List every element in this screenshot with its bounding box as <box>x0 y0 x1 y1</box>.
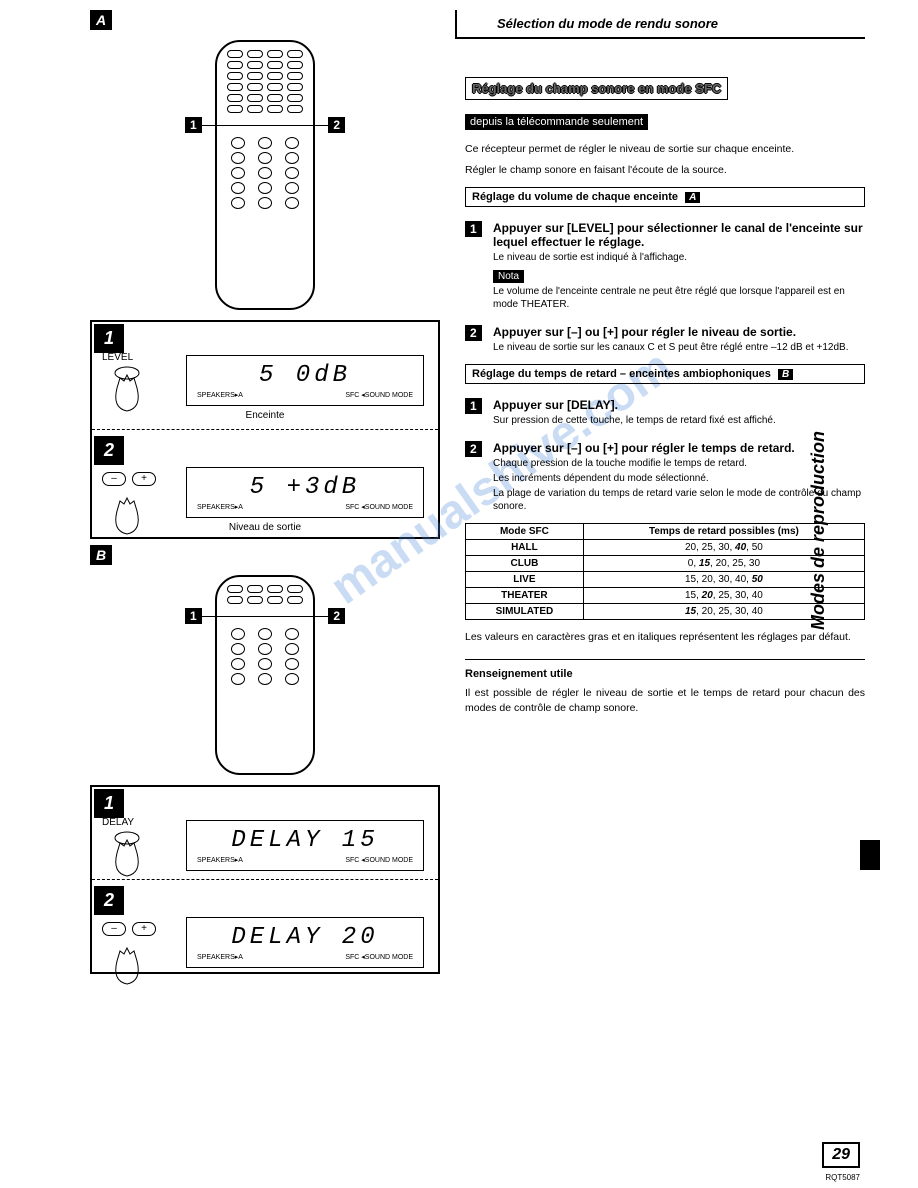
hand-icon <box>102 936 152 986</box>
nota-label: Nota <box>493 270 524 283</box>
delay-table: Mode SFC Temps de retard possibles (ms) … <box>465 523 865 620</box>
panel-a: 1 LEVEL 5 0dB SPEAKERS▸ASFC ◂SOUND MODE … <box>90 320 440 539</box>
hand-minus-plus-b2: –+ <box>102 914 156 989</box>
step-b2: 2 Appuyer sur [–] ou [+] pour régler le … <box>465 441 865 513</box>
remote-b-step1: 1 <box>185 608 202 624</box>
section-a-label: A <box>90 10 112 30</box>
lcd-a2: 5 +3dB SPEAKERS▸ASFC ◂SOUND MODE <box>186 467 424 518</box>
page-number: 29 <box>822 1142 860 1168</box>
intro-text-2: Régler le champ sonore en faisant l'écou… <box>465 163 865 178</box>
doc-id: RQT5087 <box>825 1173 860 1182</box>
lcd-a1: 5 0dB SPEAKERS▸ASFC ◂SOUND MODE <box>186 355 424 406</box>
step-a2: 2 Appuyer sur [–] ou [+] pour régler le … <box>465 325 865 354</box>
remote-b: 1 2 <box>215 575 315 775</box>
step-a1: 1 Appuyer sur [LEVEL] pour sélectionner … <box>465 221 865 311</box>
panel-a2-num: 2 <box>94 436 124 465</box>
side-tab: Modes de reproduction <box>808 431 829 630</box>
useful-title: Renseignement utile <box>465 668 865 680</box>
left-column: A 1 2 <box>0 0 450 1188</box>
hand-level-a1: LEVEL <box>102 352 152 416</box>
table-note: Les valeurs en caractères gras et en ita… <box>465 630 865 645</box>
remote-a: 1 2 <box>215 40 315 310</box>
header-title: Sélection du mode de rendu sonore <box>455 10 865 39</box>
panel-b2-num: 2 <box>94 886 124 915</box>
hand-delay-b1: DELAY <box>102 817 152 881</box>
panel-a1-num: 1 <box>94 324 124 353</box>
remote-only-label: depuis la télécommande seulement <box>465 114 648 130</box>
page: A 1 2 <box>0 0 918 1188</box>
remote-b-step2: 2 <box>328 608 345 624</box>
main-title: Réglage du champ sonore en mode SFC <box>465 77 728 100</box>
section-b-label: B <box>90 545 112 565</box>
volume-box: Réglage du volume de chaque enceinte A <box>465 187 865 207</box>
lcd-b1: DELAY 15 SPEAKERS▸ASFC ◂SOUND MODE <box>186 820 424 871</box>
delay-box: Réglage du temps de retard – enceintes a… <box>465 364 865 384</box>
panel-b1-num: 1 <box>94 789 124 818</box>
hand-icon <box>102 486 152 536</box>
step-b1: 1 Appuyer sur [DELAY]. Sur pression de c… <box>465 398 865 427</box>
right-column: Sélection du mode de rendu sonore Réglag… <box>450 0 880 1188</box>
remote-step2: 2 <box>328 117 345 133</box>
hand-icon <box>102 363 152 413</box>
side-tab-block <box>860 840 880 870</box>
remote-step1: 1 <box>185 117 202 133</box>
hand-minus-plus-a2: –+ <box>102 464 156 539</box>
lcd-b2: DELAY 20 SPEAKERS▸ASFC ◂SOUND MODE <box>186 917 424 968</box>
hand-icon <box>102 828 152 878</box>
intro-text-1: Ce récepteur permet de régler le niveau … <box>465 142 865 157</box>
useful-body: Il est possible de régler le niveau de s… <box>465 686 865 715</box>
panel-b: 1 DELAY DELAY 15 SPEAKERS▸ASFC ◂SOUND MO… <box>90 785 440 974</box>
